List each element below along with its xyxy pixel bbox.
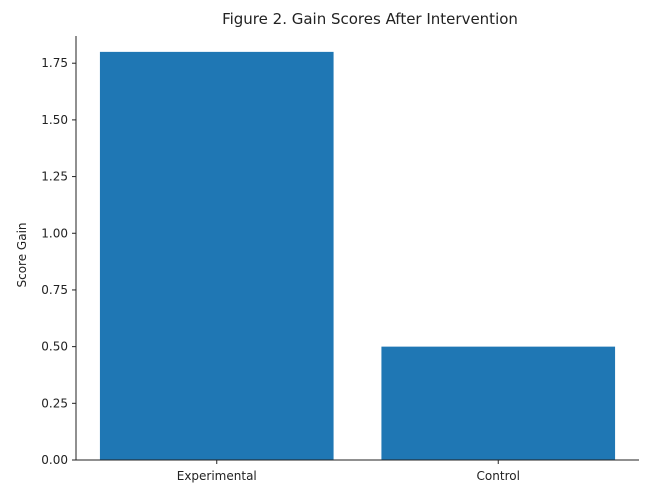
y-tick-label: 0.75 (41, 283, 68, 297)
y-tick-label: 1.50 (41, 113, 68, 127)
x-tick-label: Control (477, 469, 520, 483)
y-tick-label: 1.75 (41, 56, 68, 70)
y-tick-label: 1.00 (41, 226, 68, 240)
y-axis-label: Score Gain (15, 222, 29, 287)
y-axis: 0.00 0.25 0.50 0.75 1.00 1.25 1.50 1.75 (41, 36, 77, 467)
plot-area (99, 51, 616, 461)
y-tick-label: 0.50 (41, 340, 68, 354)
y-tick-label: 0.00 (41, 453, 68, 467)
bar-control (381, 346, 616, 460)
x-tick-label: Experimental (177, 469, 257, 483)
chart-title: Figure 2. Gain Scores After Intervention (222, 10, 518, 28)
x-axis: Experimental Control (76, 459, 639, 483)
y-tick-label: 0.25 (41, 396, 68, 410)
bar-experimental (99, 51, 334, 461)
y-tick-label: 1.25 (41, 170, 68, 184)
